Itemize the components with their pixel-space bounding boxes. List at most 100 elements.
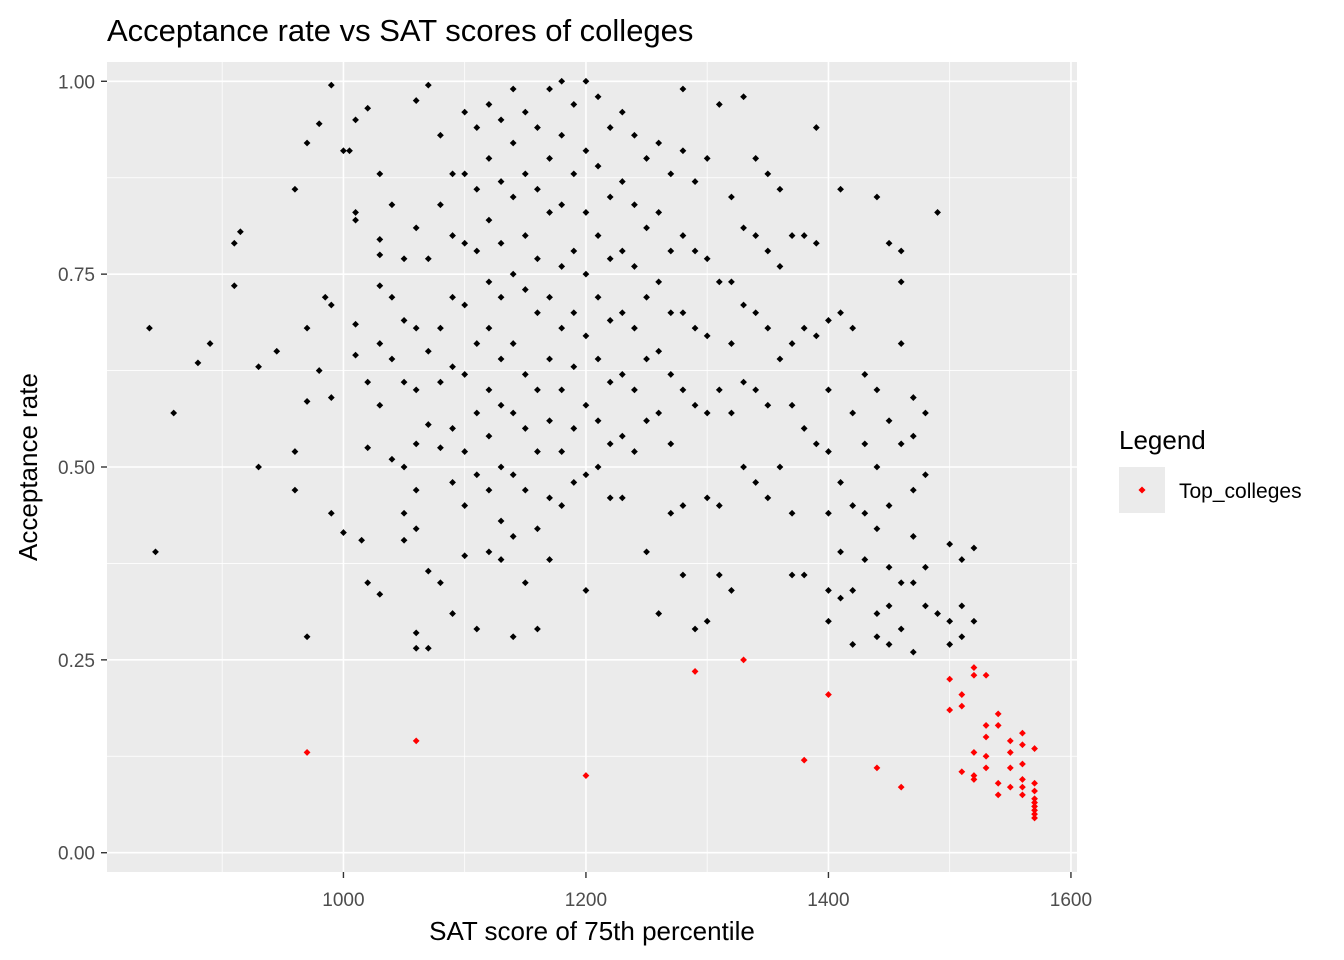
data-point	[473, 625, 481, 633]
data-point	[412, 629, 420, 637]
data-point	[194, 359, 202, 367]
data-point	[437, 579, 444, 587]
data-point	[303, 324, 311, 332]
data-point	[273, 347, 281, 355]
data-point	[485, 548, 493, 556]
x-tick-label: 1600	[1050, 890, 1092, 911]
data-point	[667, 509, 675, 517]
data-point	[412, 97, 420, 104]
data-point	[327, 301, 335, 309]
y-tick-label: 0.00	[58, 844, 95, 865]
data-point	[788, 232, 796, 239]
data-point	[412, 644, 420, 652]
data-point	[352, 216, 359, 224]
x-tick-label: 1000	[322, 890, 364, 911]
data-point	[376, 251, 384, 259]
data-point	[364, 579, 372, 587]
data-point	[449, 363, 456, 371]
data-point	[388, 455, 396, 463]
data-point	[376, 236, 384, 243]
data-point	[437, 201, 444, 209]
data-point	[358, 536, 366, 544]
data-point	[473, 185, 481, 193]
data-point	[437, 324, 444, 332]
data-point	[437, 378, 444, 386]
data-point	[1019, 791, 1026, 799]
data-point	[400, 463, 408, 471]
data-point	[485, 155, 493, 162]
data-point	[485, 101, 493, 108]
data-point	[412, 324, 420, 332]
data-point	[497, 556, 505, 563]
data-point	[400, 536, 408, 544]
data-point	[412, 737, 420, 745]
data-point	[327, 81, 335, 89]
data-point	[800, 232, 808, 239]
data-point	[255, 463, 262, 471]
data-point	[509, 533, 517, 540]
data-point	[1031, 814, 1038, 822]
data-point	[497, 116, 505, 124]
data-point	[449, 425, 456, 432]
data-point	[364, 378, 372, 386]
data-point	[570, 101, 578, 108]
data-point	[400, 317, 408, 324]
data-point	[1031, 787, 1038, 795]
data-point	[546, 85, 553, 93]
data-point	[303, 139, 311, 147]
legend-label-top-colleges: Top_colleges	[1179, 480, 1302, 503]
data-point	[449, 232, 456, 239]
data-point	[461, 552, 469, 560]
data-point	[461, 108, 469, 116]
data-point	[352, 351, 359, 359]
data-point	[461, 239, 469, 247]
data-point	[473, 471, 481, 479]
data-point	[352, 320, 359, 328]
data-point	[570, 247, 578, 255]
data-point	[825, 509, 832, 517]
data-point	[424, 255, 432, 263]
data-point	[364, 444, 372, 452]
data-point	[485, 278, 493, 286]
data-point	[740, 93, 747, 101]
data-point	[461, 371, 469, 378]
data-point	[376, 170, 384, 178]
data-point	[170, 409, 178, 417]
y-tick-label: 0.75	[58, 265, 95, 286]
data-point	[594, 232, 602, 239]
data-point	[752, 232, 760, 239]
data-point	[291, 185, 299, 193]
data-point	[424, 644, 432, 652]
data-point	[449, 293, 456, 301]
data-point	[449, 170, 456, 178]
data-point	[340, 529, 347, 536]
data-point	[400, 378, 408, 386]
data-point	[146, 324, 153, 332]
data-point	[461, 170, 469, 178]
data-point	[352, 116, 359, 124]
data-point	[388, 355, 396, 363]
data-point	[631, 201, 638, 209]
data-point	[691, 178, 699, 185]
data-point	[376, 282, 384, 290]
data-point	[485, 324, 493, 332]
data-point	[352, 209, 359, 216]
data-point	[485, 486, 493, 494]
data-point	[897, 247, 905, 255]
data-point	[521, 232, 529, 239]
data-point	[873, 193, 881, 201]
data-point	[497, 239, 505, 247]
data-point	[364, 104, 372, 112]
data-point	[582, 147, 590, 155]
data-point	[1031, 810, 1038, 818]
data-point	[497, 293, 505, 301]
data-point	[485, 432, 493, 440]
data-point	[521, 108, 529, 116]
data-point	[236, 228, 244, 236]
data-point	[412, 525, 420, 533]
data-point	[449, 479, 456, 486]
data-point	[485, 386, 493, 394]
data-point	[497, 463, 505, 471]
data-point	[346, 147, 353, 155]
